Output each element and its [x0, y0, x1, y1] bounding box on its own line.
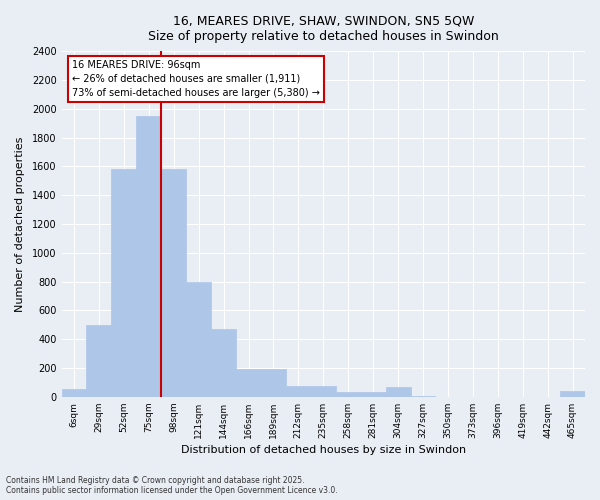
Bar: [186, 282, 211, 397]
Text: Contains HM Land Registry data © Crown copyright and database right 2025.
Contai: Contains HM Land Registry data © Crown c…: [6, 476, 338, 495]
Bar: [261, 368, 286, 397]
Bar: [560, 391, 585, 397]
Bar: [62, 389, 86, 397]
Text: 16 MEARES DRIVE: 96sqm
← 26% of detached houses are smaller (1,911)
73% of semi-: 16 MEARES DRIVE: 96sqm ← 26% of detached…: [72, 60, 320, 98]
Title: 16, MEARES DRIVE, SHAW, SWINDON, SN5 5QW
Size of property relative to detached h: 16, MEARES DRIVE, SHAW, SWINDON, SN5 5QW…: [148, 15, 499, 43]
Bar: [361, 392, 386, 397]
Bar: [161, 169, 186, 397]
Bar: [136, 116, 161, 397]
Bar: [311, 386, 336, 397]
Bar: [86, 325, 112, 397]
Bar: [286, 386, 311, 397]
Bar: [236, 368, 261, 397]
X-axis label: Distribution of detached houses by size in Swindon: Distribution of detached houses by size …: [181, 445, 466, 455]
Bar: [336, 392, 361, 397]
Bar: [410, 396, 436, 397]
Bar: [386, 386, 410, 397]
Bar: [112, 169, 136, 397]
Y-axis label: Number of detached properties: Number of detached properties: [15, 136, 25, 312]
Bar: [211, 329, 236, 397]
